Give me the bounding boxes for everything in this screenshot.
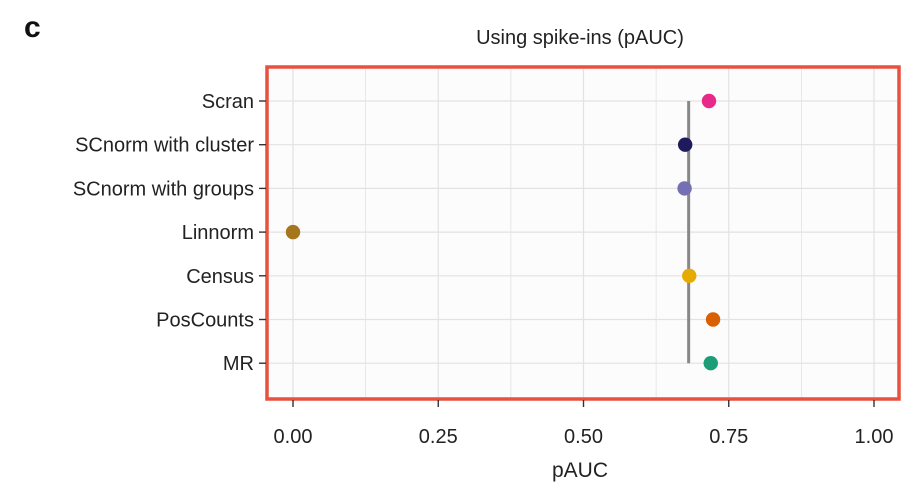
y-tick-label: SCnorm with cluster [75, 135, 254, 157]
y-tick-label: MR [223, 353, 254, 375]
x-tick-label: 0.00 [274, 426, 313, 448]
plot-area: Scran SCnorm with cluster SCnorm with grou… [73, 65, 901, 448]
data-point-scnorm-with-groups [677, 181, 692, 196]
data-point-scnorm-with-cluster [677, 137, 693, 152]
x-tick-label: 0.50 [564, 426, 603, 448]
data-point-poscounts [705, 312, 721, 327]
y-tick-label: SCnorm with groups [73, 178, 254, 200]
panel-label: c [24, 11, 41, 44]
panel-border [265, 65, 901, 401]
y-tick-label: PosCounts [156, 310, 254, 332]
x-tick-label: 0.75 [709, 426, 748, 448]
y-tick-label: Scran [202, 91, 254, 113]
x-tick-label: 0.25 [419, 426, 458, 448]
chart-title: Using spike-ins (pAUC) [476, 27, 684, 49]
data-point-mr [703, 356, 718, 371]
y-tick-label: Census [186, 266, 254, 288]
y-tick-label: Linnorm [182, 222, 254, 244]
x-axis-label: pAUC [552, 459, 608, 482]
data-point-census [682, 268, 697, 283]
x-tick-label: 1.00 [855, 426, 894, 448]
data-point-scran [701, 93, 717, 109]
data-point-linnorm [285, 224, 301, 240]
